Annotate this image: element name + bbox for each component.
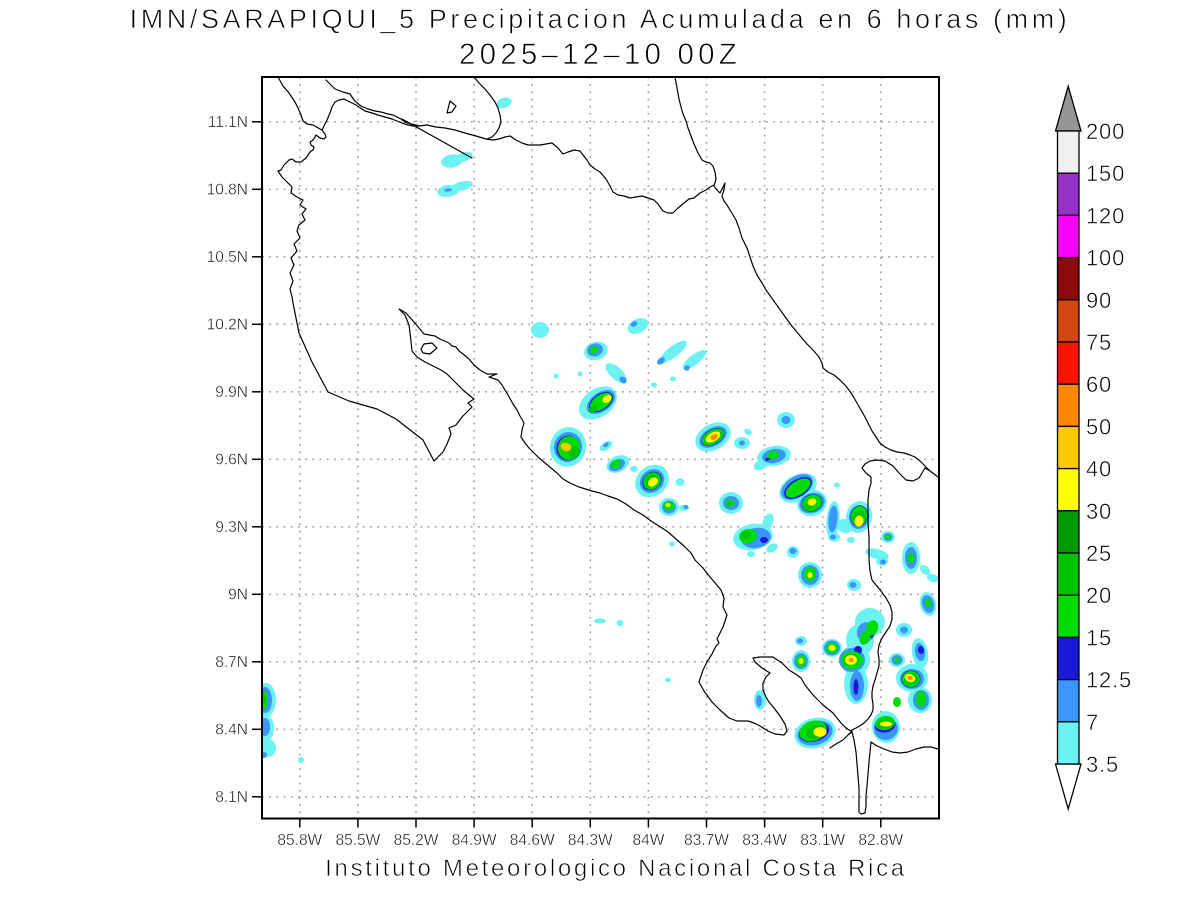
svg-text:15: 15 [1086,625,1112,650]
svg-text:100: 100 [1086,246,1125,271]
svg-text:85.2W: 85.2W [394,832,439,849]
svg-text:84.9W: 84.9W [452,832,497,849]
svg-text:200: 200 [1086,119,1125,144]
svg-text:83.4W: 83.4W [742,832,787,849]
svg-text:12.5: 12.5 [1086,668,1132,693]
svg-text:10.2N: 10.2N [207,317,248,334]
svg-text:84W: 84W [632,832,664,849]
svg-text:8.1N: 8.1N [215,789,248,806]
svg-text:11.1N: 11.1N [208,114,248,131]
svg-text:120: 120 [1086,203,1125,228]
svg-text:75: 75 [1086,330,1112,355]
svg-text:83.7W: 83.7W [684,832,729,849]
svg-text:3.5: 3.5 [1086,752,1119,777]
svg-text:9.6N: 9.6N [215,452,248,469]
svg-text:85.8W: 85.8W [277,832,322,849]
svg-text:9N: 9N [228,587,248,604]
svg-text:10.5N: 10.5N [207,249,248,266]
svg-text:10.8N: 10.8N [207,182,248,199]
svg-text:7: 7 [1086,710,1099,735]
svg-text:84.6W: 84.6W [510,832,555,849]
svg-text:8.7N: 8.7N [215,654,248,671]
svg-text:9.9N: 9.9N [215,384,248,401]
svg-text:85.5W: 85.5W [335,832,380,849]
svg-text:30: 30 [1086,499,1112,524]
svg-text:84.3W: 84.3W [568,832,613,849]
svg-text:83.1W: 83.1W [800,832,845,849]
svg-text:25: 25 [1086,541,1112,566]
svg-text:9.3N: 9.3N [215,519,248,536]
svg-text:8.4N: 8.4N [215,722,248,739]
svg-text:20: 20 [1086,583,1112,608]
svg-text:40: 40 [1086,457,1112,482]
svg-text:82.8W: 82.8W [858,832,903,849]
svg-text:60: 60 [1086,372,1112,397]
svg-text:90: 90 [1086,288,1112,313]
svg-text:50: 50 [1086,414,1112,439]
svg-text:150: 150 [1086,161,1125,186]
